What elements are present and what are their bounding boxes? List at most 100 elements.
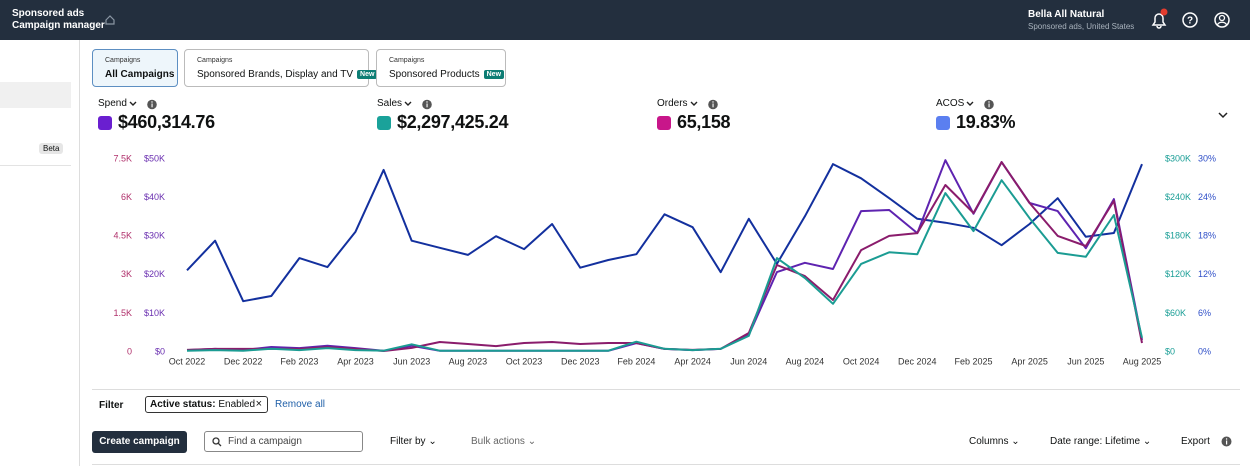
divider xyxy=(92,389,1240,390)
top-bar: Sponsored ads Campaign manager Bella All… xyxy=(0,0,1250,40)
search-icon xyxy=(212,437,222,447)
x-tick-label: Aug 2024 xyxy=(786,356,825,366)
metric-icons xyxy=(129,99,157,110)
series-line xyxy=(186,179,1143,352)
sidebar-item[interactable] xyxy=(0,82,71,108)
y-tick-label: 6% xyxy=(1198,308,1211,318)
brand: Sponsored ads xyxy=(12,8,85,19)
x-tick-label: Feb 2024 xyxy=(617,356,655,366)
chip-key: Active status: xyxy=(150,399,216,410)
y-tick-label: $10K xyxy=(144,308,165,318)
tab-title: Sponsored Products New xyxy=(389,69,505,80)
account-detail: Sponsored ads, United States xyxy=(1028,22,1135,31)
new-badge: New xyxy=(357,70,378,79)
x-tick-label: Oct 2022 xyxy=(169,356,206,366)
y-tick-label: 18% xyxy=(1198,231,1216,241)
sidebar: Beta xyxy=(0,40,80,466)
tab-title: Sponsored Brands, Display and TV New xyxy=(197,69,378,80)
x-tick-label: Feb 2025 xyxy=(954,356,992,366)
filter-chip[interactable]: Active status: Enabled × xyxy=(145,396,268,413)
y-tick-label: $300K xyxy=(1165,153,1191,163)
tab-title: All Campaigns xyxy=(105,69,175,80)
bulk-text: Bulk actions xyxy=(471,436,525,447)
x-tick-label: Oct 2024 xyxy=(843,356,880,366)
svg-text:?: ? xyxy=(1187,16,1193,27)
bulk-actions[interactable]: Bulk actions ⌄ xyxy=(471,436,537,447)
divider xyxy=(0,165,71,166)
chip-value: Enabled xyxy=(218,399,256,410)
y-tick-label: $60K xyxy=(1165,308,1186,318)
account-name[interactable]: Bella All Natural xyxy=(1028,9,1105,20)
metric-swatch xyxy=(377,116,391,130)
search-box[interactable]: Find a campaign xyxy=(204,431,363,452)
x-tick-label: Oct 2023 xyxy=(506,356,543,366)
tab-kicker: Campaigns xyxy=(105,57,141,64)
y-tick-label: $240K xyxy=(1165,192,1191,202)
x-tick-label: Dec 2023 xyxy=(561,356,600,366)
home-icon[interactable] xyxy=(104,14,116,26)
filter-by[interactable]: Filter by ⌄ xyxy=(390,436,437,447)
metric-icons xyxy=(690,99,718,110)
y-tick-label: $50K xyxy=(144,153,165,163)
metric-swatch xyxy=(936,116,950,130)
metric-label[interactable]: ACOS xyxy=(936,98,995,110)
header-icons[interactable]: ? xyxy=(1148,8,1248,32)
remove-all[interactable]: Remove all xyxy=(275,399,326,410)
create-button[interactable]: Create campaign xyxy=(92,431,187,453)
x-tick-label: Dec 2022 xyxy=(224,356,263,366)
export[interactable]: Export xyxy=(1181,436,1210,447)
y-tick-label: 4.5K xyxy=(113,231,132,241)
date-range-text: Date range: Lifetime xyxy=(1050,436,1141,447)
tab[interactable]: Campaigns Sponsored Products New xyxy=(376,49,506,87)
metric-icons xyxy=(404,99,432,110)
metric-value: $2,297,425.24 xyxy=(397,112,509,132)
tab-kicker: Campaigns xyxy=(389,57,425,64)
y-tick-label: 0 xyxy=(127,346,132,356)
y-tick-label: $0 xyxy=(1165,346,1175,356)
y-tick-label: $30K xyxy=(144,231,165,241)
date-range[interactable]: Date range: Lifetime ⌄ xyxy=(1050,436,1152,447)
product[interactable]: Campaign manager xyxy=(12,20,105,31)
y-tick-label: 6K xyxy=(121,192,132,202)
x-tick-label: Jun 2023 xyxy=(393,356,430,366)
metric-icons xyxy=(966,99,995,110)
metric-label[interactable]: Sales xyxy=(377,98,432,110)
metric-swatch xyxy=(98,116,112,130)
beta-badge: Beta xyxy=(39,143,64,154)
y-tick-label: $120K xyxy=(1165,269,1191,279)
columns[interactable]: Columns ⌄ xyxy=(969,436,1020,447)
tab-title-text: Sponsored Products xyxy=(389,69,480,80)
x-tick-label: Apr 2024 xyxy=(674,356,711,366)
series-line xyxy=(186,159,1143,352)
y-tick-label: 12% xyxy=(1198,269,1216,279)
collapse-chevron[interactable] xyxy=(1217,110,1229,120)
filter-by-text: Filter by xyxy=(390,436,426,447)
metric-value: $460,314.76 xyxy=(118,112,215,132)
x-tick-label: Jun 2024 xyxy=(730,356,767,366)
x-tick-label: Apr 2025 xyxy=(1011,356,1048,366)
series-line xyxy=(186,163,1143,303)
metric-label[interactable]: Orders xyxy=(657,98,718,110)
tab[interactable]: Campaigns All Campaigns xyxy=(92,49,178,87)
search-placeholder: Find a campaign xyxy=(228,436,302,447)
x-tick-label: Feb 2023 xyxy=(280,356,318,366)
y-tick-label: $0 xyxy=(155,346,165,356)
y-tick-label: 0% xyxy=(1198,346,1211,356)
y-tick-label: $180K xyxy=(1165,231,1191,241)
metric-label[interactable]: Spend xyxy=(98,98,157,110)
tab-kicker: Campaigns xyxy=(197,57,233,64)
x-tick-label: Jun 2025 xyxy=(1067,356,1104,366)
chip-close[interactable]: × xyxy=(255,398,262,410)
y-tick-label: $40K xyxy=(144,192,165,202)
x-tick-label: Aug 2023 xyxy=(449,356,488,366)
metric-swatch xyxy=(657,116,671,130)
info-icon[interactable] xyxy=(1221,436,1232,447)
tab[interactable]: Campaigns Sponsored Brands, Display and … xyxy=(184,49,378,87)
columns-text: Columns xyxy=(969,436,1009,447)
filter-label: Filter xyxy=(99,400,124,411)
divider xyxy=(92,464,1240,465)
y-tick-label: 7.5K xyxy=(113,153,132,163)
y-tick-label: 30% xyxy=(1198,153,1216,163)
new-badge: New xyxy=(483,70,505,79)
